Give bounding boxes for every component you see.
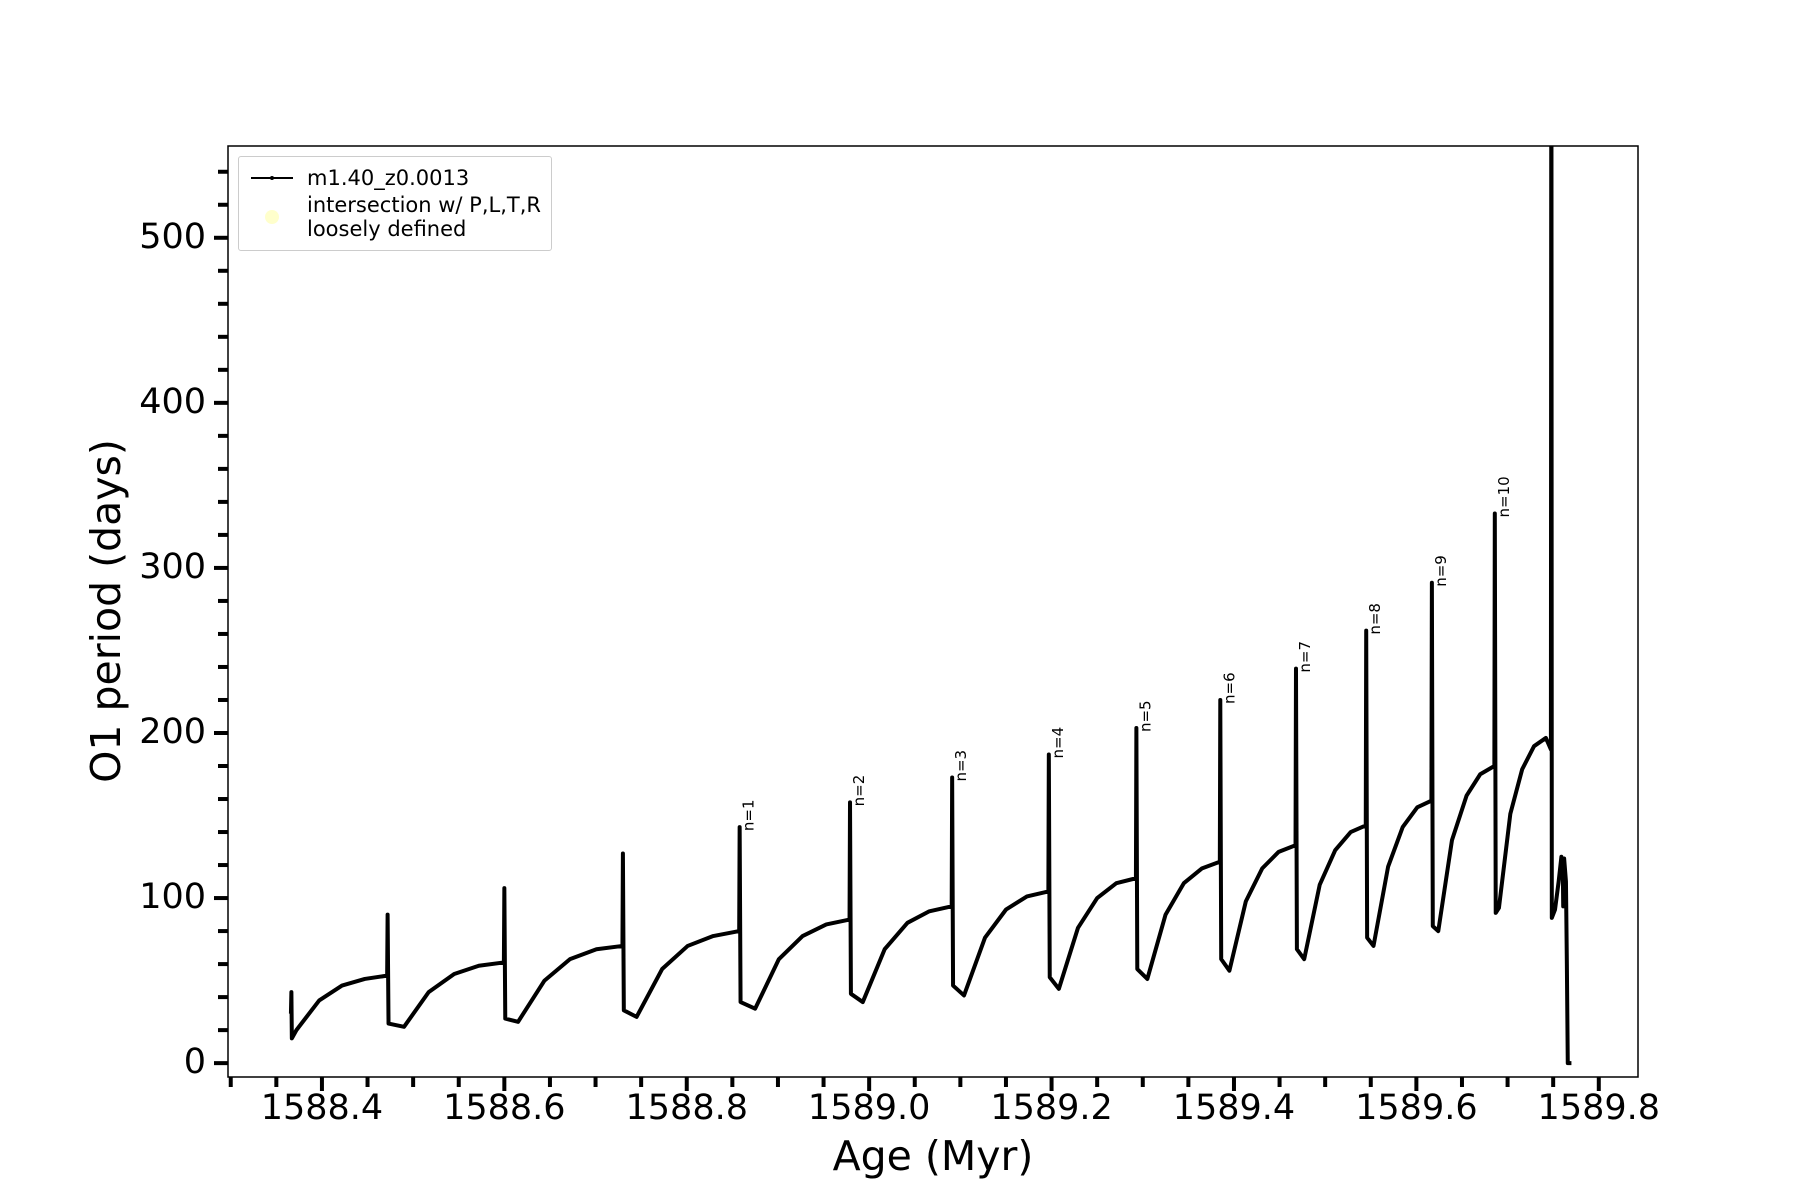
y-axis-label: O1 period (days) (82, 439, 130, 783)
legend-entry: m1.40_z0.0013 (249, 166, 541, 190)
annotation: n=10 (1495, 476, 1513, 517)
x-axis-label: Age (Myr) (833, 1132, 1034, 1180)
x-tick-label: 1589.6 (1355, 1088, 1477, 1128)
legend-key (249, 205, 295, 229)
legend-circle (265, 210, 279, 224)
y-tick-label: 500 (139, 217, 206, 257)
annotation: n=5 (1136, 700, 1154, 732)
annotation: n=9 (1432, 555, 1450, 587)
annotation: n=1 (740, 799, 758, 831)
y-tick-label: 0 (184, 1042, 206, 1082)
y-tick-label: 400 (139, 382, 206, 422)
legend-marker (251, 176, 293, 180)
annotation: n=7 (1296, 641, 1314, 673)
y-tick-label: 100 (139, 877, 206, 917)
x-tick-label: 1589.2 (990, 1088, 1112, 1128)
legend-dot (270, 176, 274, 180)
annotation: n=6 (1220, 672, 1238, 704)
x-tick-label: 1589.0 (808, 1088, 930, 1128)
x-tick-label: 1589.4 (1173, 1088, 1295, 1128)
annotation: n=8 (1366, 603, 1384, 635)
x-tick-label: 1588.8 (626, 1088, 748, 1128)
legend-label: intersection w/ P,L,T,R loosely defined (307, 193, 541, 241)
plot-frame (227, 145, 1639, 1078)
y-tick-label: 200 (139, 712, 206, 752)
annotation: n=4 (1049, 727, 1067, 759)
series-group (288, 146, 1572, 1066)
annotation: n=3 (952, 750, 970, 782)
legend: m1.40_z0.0013 intersection w/ P,L,T,R loo… (238, 156, 552, 251)
annotation: n=2 (850, 775, 868, 807)
data-line (288, 146, 1572, 1066)
x-tick-label: 1589.8 (1538, 1088, 1660, 1128)
legend-key (249, 166, 295, 190)
y-tick-label: 300 (139, 547, 206, 587)
x-tick-label: 1588.6 (443, 1088, 565, 1128)
x-tick-label: 1588.4 (261, 1088, 383, 1128)
legend-entry: intersection w/ P,L,T,R loosely defined (249, 193, 541, 241)
legend-label: m1.40_z0.0013 (307, 166, 470, 190)
legend-marker (265, 210, 279, 224)
